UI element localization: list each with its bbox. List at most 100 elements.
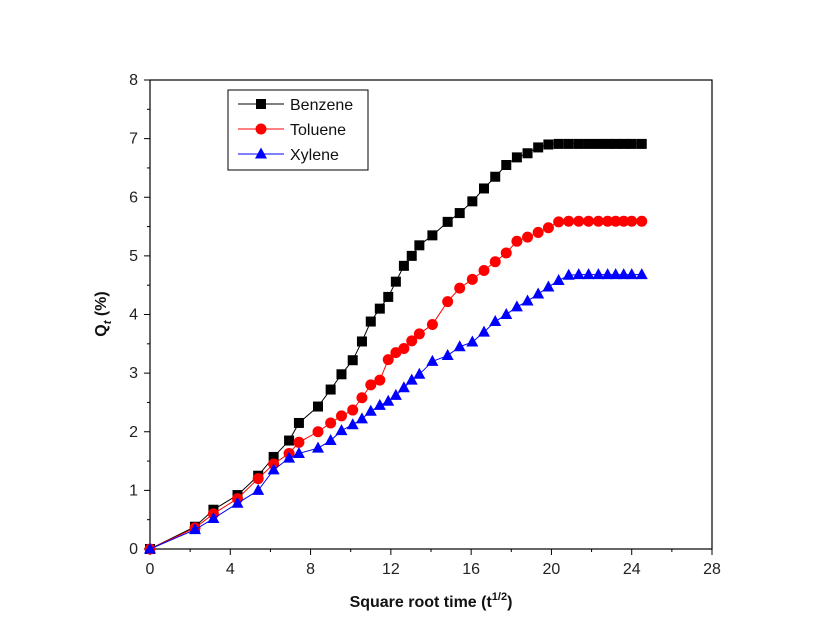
data-point-xylene — [521, 294, 534, 306]
data-point-xylene — [510, 300, 523, 312]
data-point-benzene — [268, 451, 279, 462]
data-point-benzene — [325, 384, 336, 395]
data-point-toluene — [532, 226, 544, 238]
data-point-benzene — [374, 303, 385, 314]
legend-marker-xylene — [255, 147, 267, 159]
y-axis-ticks: 0 1 2 3 4 5 6 7 8 — [129, 72, 150, 558]
legend-items: Benzene Toluene Xylene — [238, 97, 353, 164]
data-point-toluene — [454, 282, 466, 294]
data-point-xylene — [397, 381, 410, 393]
data-point-toluene — [563, 215, 575, 227]
legend-item-benzene: Benzene — [238, 97, 353, 114]
data-point-xylene — [231, 496, 244, 508]
data-point-xylene — [500, 308, 513, 319]
data-point-benzene — [610, 138, 621, 149]
data-point-benzene — [583, 138, 594, 149]
data-point-toluene — [325, 417, 337, 429]
data-point-benzene — [454, 208, 465, 219]
data-point-benzene — [336, 369, 347, 380]
data-point-xylene — [207, 512, 220, 524]
data-point-toluene — [553, 216, 565, 228]
y-axis-title-main: Q — [93, 324, 110, 336]
data-point-benzene — [553, 138, 564, 149]
data-point-toluene — [500, 247, 512, 259]
data-point-xylene — [441, 349, 454, 361]
data-point-toluene — [335, 410, 347, 422]
data-point-toluene — [356, 392, 368, 404]
data-point-xylene — [188, 523, 201, 535]
data-point-xylene — [355, 412, 368, 424]
data-point-xylene — [635, 268, 648, 280]
data-point-xylene — [364, 404, 377, 416]
data-point-benzene — [347, 355, 358, 366]
data-point-xylene — [144, 542, 156, 554]
x-axis-title-main: Square root time (t — [350, 594, 493, 611]
y-tick-label: 4 — [129, 307, 138, 324]
data-point-benzene — [467, 196, 478, 207]
series-benzene — [145, 138, 647, 554]
data-point-benzene — [442, 216, 453, 227]
series-line-benzene — [149, 143, 642, 550]
data-point-xylene — [617, 268, 630, 280]
data-point-toluene — [442, 296, 454, 308]
y-tick-label: 8 — [129, 72, 138, 89]
data-point-benzene — [284, 435, 295, 446]
data-point-xylene — [335, 424, 348, 436]
data-point-toluene — [365, 379, 377, 391]
x-tick-label: 20 — [543, 561, 561, 578]
x-tick-label: 24 — [623, 561, 641, 578]
data-point-toluene — [478, 265, 490, 277]
data-point-xylene — [609, 268, 622, 280]
data-point-toluene — [293, 436, 305, 448]
y-tick-label: 3 — [129, 365, 138, 382]
y-tick-label: 0 — [129, 541, 138, 558]
y-tick-label: 1 — [129, 482, 138, 499]
legend-label-benzene: Benzene — [290, 97, 353, 114]
data-point-xylene — [267, 463, 280, 475]
x-axis-title-superscript: 1/2 — [492, 591, 507, 603]
y-axis-title: Qt (%) — [93, 291, 114, 336]
y-tick-label: 5 — [129, 248, 138, 265]
legend-marker-toluene — [255, 123, 267, 135]
data-point-toluene — [398, 343, 410, 355]
data-point-xylene — [453, 340, 466, 352]
data-point-benzene — [573, 138, 584, 149]
data-point-benzene — [593, 138, 604, 149]
data-point-benzene — [365, 316, 376, 327]
data-point-toluene — [602, 215, 614, 227]
data-point-toluene — [413, 328, 425, 340]
data-point-benzene — [563, 138, 574, 149]
data-point-xylene — [542, 280, 555, 292]
data-point-xylene — [477, 325, 490, 337]
data-point-xylene — [311, 441, 324, 453]
data-point-toluene — [626, 215, 638, 227]
data-point-benzene — [533, 142, 544, 153]
data-point-benzene — [511, 152, 522, 163]
data-point-xylene — [552, 273, 565, 285]
x-tick-label: 0 — [146, 561, 155, 578]
series-xylene — [144, 268, 648, 554]
data-point-toluene — [618, 215, 630, 227]
data-point-xylene — [405, 373, 418, 385]
data-point-toluene — [610, 215, 622, 227]
data-point-benzene — [398, 260, 409, 271]
data-point-benzene — [543, 139, 554, 150]
data-point-toluene — [583, 215, 595, 227]
data-point-xylene — [283, 451, 296, 463]
data-point-toluene — [374, 374, 386, 386]
x-tick-label: 8 — [306, 561, 315, 578]
data-point-toluene — [542, 222, 554, 234]
data-point-xylene — [625, 268, 638, 280]
y-tick-label: 2 — [129, 424, 138, 441]
legend-marker-benzene — [256, 99, 266, 109]
data-point-toluene — [489, 256, 501, 268]
data-point-benzene — [390, 276, 401, 287]
data-point-benzene — [383, 291, 394, 302]
data-point-benzene — [490, 171, 501, 182]
data-point-xylene — [601, 268, 614, 280]
data-point-benzene — [618, 138, 629, 149]
data-point-xylene — [389, 388, 402, 400]
legend-box — [227, 89, 369, 171]
data-point-toluene — [347, 404, 359, 416]
